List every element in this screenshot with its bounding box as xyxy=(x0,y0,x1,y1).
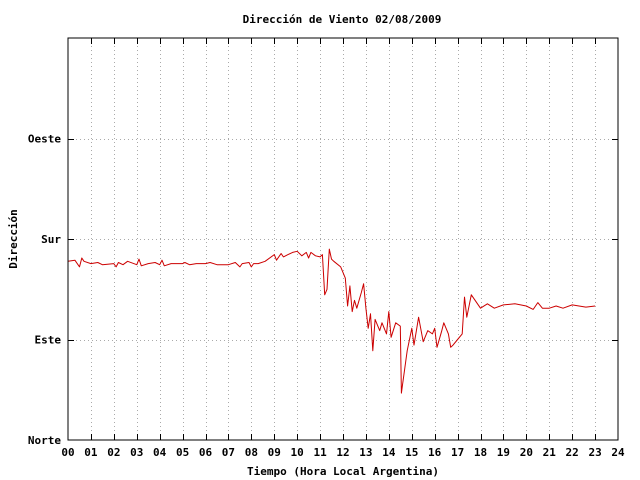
x-tick-label: 11 xyxy=(313,446,327,459)
y-tick-label: Este xyxy=(35,334,62,347)
x-tick-label: 19 xyxy=(497,446,510,459)
x-tick-label: 13 xyxy=(359,446,372,459)
y-tick-label: Oeste xyxy=(28,133,61,146)
series-line xyxy=(67,248,596,394)
x-tick-label: 20 xyxy=(520,446,533,459)
x-tick-label: 01 xyxy=(84,446,98,459)
x-axis-label: Tiempo (Hora Local Argentina) xyxy=(247,465,439,478)
x-tick-label: 18 xyxy=(474,446,487,459)
x-tick-label: 09 xyxy=(268,446,281,459)
x-tick-label: 05 xyxy=(176,446,189,459)
chart-title: Dirección de Viento 02/08/2009 xyxy=(243,13,442,26)
x-tick-label: 00 xyxy=(61,446,74,459)
x-tick-label: 07 xyxy=(222,446,235,459)
x-axis-ticks: 00 01 02 03 04 05 06 07 08 09 10 11 12 13 14 15 16 17 18 19… xyxy=(61,38,625,459)
x-tick-label: 06 xyxy=(199,446,213,459)
y-axis-ticks: Norte Este Sur Oeste xyxy=(28,133,618,447)
x-tick-label: 12 xyxy=(336,446,349,459)
y-axis-label: Dirección xyxy=(7,209,20,269)
x-tick-label: 21 xyxy=(543,446,557,459)
x-tick-label: 23 xyxy=(588,446,601,459)
x-tick-label: 10 xyxy=(291,446,304,459)
x-tick-label: 15 xyxy=(405,446,418,459)
x-tick-label: 04 xyxy=(153,446,167,459)
x-tick-label: 02 xyxy=(107,446,120,459)
x-tick-label: 16 xyxy=(428,446,442,459)
x-tick-label: 14 xyxy=(382,446,396,459)
x-tick-label: 17 xyxy=(451,446,464,459)
x-tick-label: 22 xyxy=(566,446,579,459)
y-tick-label: Sur xyxy=(41,233,61,246)
y-tick-label: Norte xyxy=(28,434,61,447)
x-tick-label: 08 xyxy=(245,446,258,459)
plot-frame xyxy=(67,37,619,441)
grid-lines xyxy=(68,38,618,440)
series-layer xyxy=(67,248,596,394)
x-tick-label: 24 xyxy=(611,446,625,459)
x-tick-label: 03 xyxy=(130,446,143,459)
